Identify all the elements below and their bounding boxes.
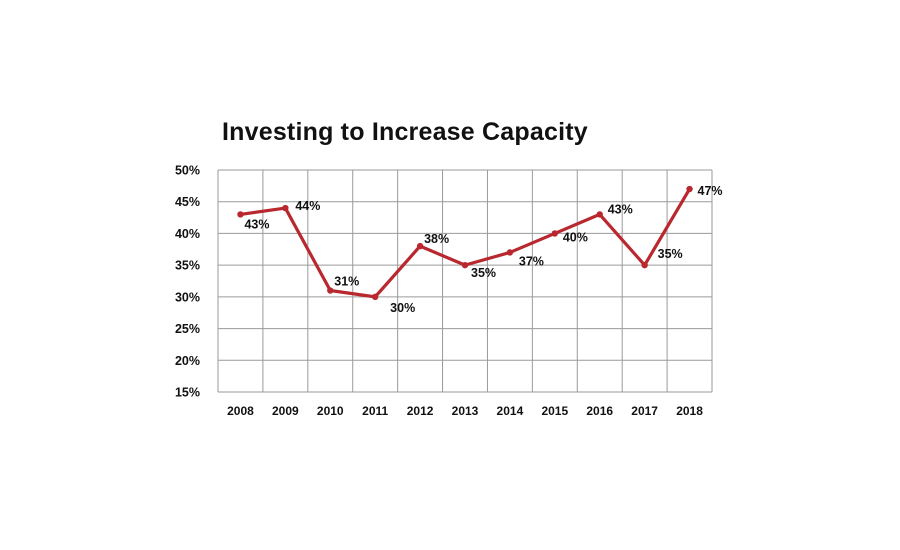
data-points: [237, 185, 693, 301]
data-label: 37%: [519, 254, 544, 268]
data-point: [327, 287, 334, 294]
data-point: [371, 293, 379, 301]
data-label: 31%: [334, 275, 359, 289]
data-label: 35%: [658, 247, 683, 261]
data-label: 43%: [244, 217, 269, 231]
x-tick-label: 2008: [227, 404, 254, 418]
x-tick-label: 2016: [586, 404, 613, 418]
x-tick-label: 2009: [272, 404, 299, 418]
data-label: 44%: [295, 199, 320, 213]
data-label: 30%: [390, 301, 415, 315]
y-axis-ticks: 15% 20% 25% 30% 35% 40% 45% 50%: [175, 164, 200, 400]
x-tick-label: 2010: [317, 404, 344, 418]
x-tick-label: 2018: [676, 404, 703, 418]
data-point: [551, 230, 559, 237]
data-point: [641, 261, 648, 269]
y-tick-label: 45%: [175, 195, 200, 209]
data-point: [237, 211, 244, 218]
data-point: [416, 242, 424, 250]
data-labels: 43% 44% 31% 30% 38% 35% 37% 40% 43% 35% 47%: [244, 184, 722, 315]
x-tick-label: 2011: [362, 404, 388, 418]
data-point: [596, 211, 603, 218]
data-label: 47%: [698, 184, 723, 198]
data-label: 40%: [563, 230, 588, 244]
x-tick-label: 2013: [452, 404, 479, 418]
grid-lines: [217, 169, 713, 393]
y-tick-label: 35%: [175, 259, 200, 273]
x-tick-label: 2017: [631, 404, 658, 418]
data-label: 38%: [424, 232, 449, 246]
data-point: [686, 185, 693, 193]
data-label: 35%: [471, 266, 496, 280]
y-tick-label: 20%: [175, 354, 200, 368]
data-label: 43%: [608, 202, 633, 216]
data-point: [282, 204, 289, 212]
x-axis-ticks: 2008 2009 2010 2011 2012 2013 2014 2015 2016 2017…: [227, 404, 703, 418]
x-tick-label: 2015: [541, 404, 568, 418]
y-tick-label: 25%: [175, 322, 200, 336]
x-tick-label: 2012: [407, 404, 434, 418]
y-tick-label: 15%: [175, 386, 200, 400]
data-point: [506, 249, 514, 256]
x-tick-label: 2014: [497, 404, 524, 418]
y-tick-label: 30%: [175, 290, 200, 304]
y-tick-label: 40%: [175, 227, 200, 241]
y-tick-label: 50%: [175, 164, 200, 178]
data-point: [461, 261, 469, 269]
chart-title: Investing to Increase Capacity: [222, 118, 588, 146]
